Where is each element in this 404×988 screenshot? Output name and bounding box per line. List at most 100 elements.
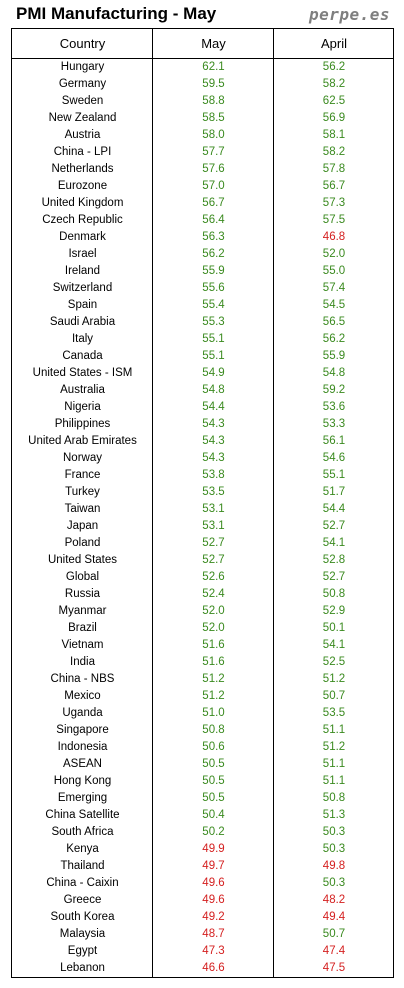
table-row: Vietnam 51.6 54.1 (12, 637, 393, 654)
may-value-cell: 52.0 (202, 622, 225, 634)
country-cell: Czech Republic (42, 214, 123, 226)
april-value-cell: 50.7 (322, 928, 346, 940)
april-value-cell: 49.4 (322, 911, 346, 923)
country-cell: Germany (58, 78, 107, 90)
column-header-country: Country (59, 36, 106, 51)
may-value-cell: 51.6 (202, 656, 225, 668)
country-cell: Canada (62, 350, 103, 362)
country-cell: United States (47, 554, 118, 566)
country-cell: Netherlands (51, 163, 114, 175)
may-value-cell: 55.1 (202, 333, 225, 345)
table-row: Emerging 50.5 50.8 (12, 790, 393, 807)
april-value-cell: 50.3 (322, 843, 346, 855)
may-value-cell: 49.7 (202, 860, 225, 872)
country-cell: Denmark (59, 231, 106, 243)
april-value-cell: 51.1 (322, 724, 346, 736)
country-cell: Eurozone (57, 180, 108, 192)
country-cell: Taiwan (64, 503, 101, 515)
may-value-cell: 57.7 (202, 146, 225, 158)
april-value-cell: 53.3 (322, 418, 346, 430)
may-value-cell: 50.5 (202, 775, 225, 787)
country-cell: Japan (66, 520, 99, 532)
table-row: Philippines 54.3 53.3 (12, 416, 393, 433)
april-value-cell: 53.6 (322, 401, 346, 413)
table-row: Egypt 47.3 47.4 (12, 943, 393, 960)
april-value-cell: 54.1 (322, 537, 346, 549)
table-row: China - LPI 57.7 58.2 (12, 144, 393, 161)
april-value-cell: 51.1 (322, 758, 346, 770)
may-value-cell: 54.3 (202, 418, 225, 430)
country-cell: Spain (67, 299, 98, 311)
country-cell: Myanmar (58, 605, 107, 617)
country-cell: United Arab Emirates (28, 435, 137, 447)
may-value-cell: 49.6 (202, 894, 225, 906)
table-row: Germany 59.5 58.2 (12, 76, 393, 93)
table-row: Saudi Arabia 55.3 56.5 (12, 314, 393, 331)
country-cell: Saudi Arabia (49, 316, 116, 328)
country-cell: Turkey (65, 486, 100, 498)
country-cell: South Korea (50, 911, 115, 923)
table-row: Ireland 55.9 55.0 (12, 263, 393, 280)
april-value-cell: 56.5 (322, 316, 346, 328)
april-value-cell: 55.9 (322, 350, 346, 362)
column-divider-1 (152, 29, 153, 977)
country-cell: New Zealand (48, 112, 117, 124)
table-row: Russia 52.4 50.8 (12, 586, 393, 603)
table-row: Australia 54.8 59.2 (12, 382, 393, 399)
country-cell: Austria (64, 129, 101, 141)
table-row: United States 52.7 52.8 (12, 552, 393, 569)
table-row: Hungary 62.1 56.2 (12, 59, 393, 76)
april-value-cell: 50.3 (322, 877, 346, 889)
table-row: Malaysia 48.7 50.7 (12, 926, 393, 943)
table-row: Singapore 50.8 51.1 (12, 722, 393, 739)
may-value-cell: 52.7 (202, 554, 225, 566)
pmi-table: Country May April Hungary 62.1 56.2 Germany… (11, 28, 394, 978)
table-row: Myanmar 52.0 52.9 (12, 603, 393, 620)
country-cell: Poland (64, 537, 101, 549)
april-value-cell: 52.5 (322, 656, 346, 668)
april-value-cell: 50.1 (322, 622, 346, 634)
table-row: Greece 49.6 48.2 (12, 892, 393, 909)
table-row: United Arab Emirates 54.3 56.1 (12, 433, 393, 450)
may-value-cell: 55.4 (202, 299, 225, 311)
may-value-cell: 51.2 (202, 690, 225, 702)
country-cell: Singapore (56, 724, 109, 736)
table-row: Lebanon 46.6 47.5 (12, 960, 393, 977)
may-value-cell: 52.4 (202, 588, 225, 600)
table-row: ASEAN 50.5 51.1 (12, 756, 393, 773)
table-row: United States - ISM 54.9 54.8 (12, 365, 393, 382)
country-cell: Global (65, 571, 100, 583)
may-value-cell: 47.3 (202, 945, 225, 957)
may-value-cell: 49.2 (202, 911, 225, 923)
may-value-cell: 51.0 (202, 707, 225, 719)
country-cell: Brazil (68, 622, 97, 634)
april-value-cell: 57.3 (322, 197, 346, 209)
table-row: United Kingdom 56.7 57.3 (12, 195, 393, 212)
country-cell: China - Caixin (46, 877, 119, 889)
table-row: Nigeria 54.4 53.6 (12, 399, 393, 416)
may-value-cell: 55.9 (202, 265, 225, 277)
may-value-cell: 51.6 (202, 639, 225, 651)
column-header-april: April (320, 36, 347, 51)
country-cell: Hungary (60, 61, 105, 73)
table-row: France 53.8 55.1 (12, 467, 393, 484)
april-value-cell: 47.5 (322, 962, 346, 974)
table-row: Eurozone 57.0 56.7 (12, 178, 393, 195)
table-row: New Zealand 58.5 56.9 (12, 110, 393, 127)
country-cell: Norway (63, 452, 102, 464)
table-row: Czech Republic 56.4 57.5 (12, 212, 393, 229)
country-cell: Malaysia (59, 928, 106, 940)
may-value-cell: 56.3 (202, 231, 225, 243)
table-row: Israel 56.2 52.0 (12, 246, 393, 263)
table-row: China Satellite 50.4 51.3 (12, 807, 393, 824)
april-value-cell: 58.1 (322, 129, 346, 141)
table-row: Denmark 56.3 46.8 (12, 229, 393, 246)
april-value-cell: 55.0 (322, 265, 346, 277)
april-value-cell: 56.9 (322, 112, 346, 124)
may-value-cell: 52.7 (202, 537, 225, 549)
country-cell: Philippines (54, 418, 111, 430)
may-value-cell: 49.6 (202, 877, 225, 889)
table-row: Hong Kong 50.5 51.1 (12, 773, 393, 790)
april-value-cell: 59.2 (322, 384, 346, 396)
april-value-cell: 52.7 (322, 571, 346, 583)
